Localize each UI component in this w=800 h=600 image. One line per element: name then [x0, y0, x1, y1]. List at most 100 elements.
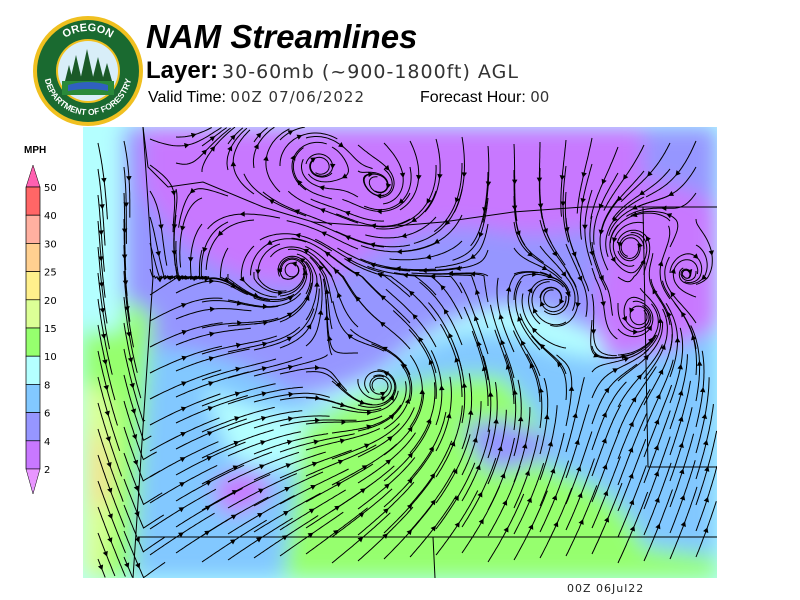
streamline-arrowhead	[699, 387, 706, 393]
streamline-arrowhead	[370, 223, 377, 229]
streamline-arrowhead	[204, 530, 211, 536]
layer-value: 30-60mb (~900-1800ft) AGL	[222, 61, 519, 83]
streamline-arrowhead	[557, 361, 563, 368]
oregon-department-of-forestry-logo: OREGON DEPARTMENT OF FORESTRY	[33, 16, 143, 126]
streamline-arrowhead	[655, 393, 661, 400]
streamline-arrowhead	[380, 294, 387, 301]
streamline-arrowhead	[691, 334, 697, 341]
streamline-arrowhead	[102, 359, 108, 365]
streamline-arrowhead	[674, 337, 681, 343]
streamline-arrowhead	[677, 363, 683, 370]
streamline-arrowhead	[679, 468, 685, 475]
streamline-arrowhead	[538, 387, 544, 393]
streamline-arrowhead	[180, 431, 187, 437]
legend-tick-label: 25	[44, 268, 57, 279]
streamline-arrowhead	[181, 329, 188, 336]
streamline-arrowhead	[310, 157, 316, 163]
streamline-arrowhead	[437, 173, 443, 180]
streamline-arrowhead	[559, 298, 565, 305]
streamline-arrowhead	[430, 525, 436, 532]
streamline-arrowhead	[472, 437, 478, 443]
streamline-arrowhead	[497, 445, 503, 452]
streamline-arrowhead	[502, 499, 508, 506]
streamline-arrowhead	[262, 303, 269, 310]
streamline-arrowhead	[104, 410, 110, 417]
streamline-arrowhead	[505, 286, 512, 292]
streamline-arrowhead	[347, 334, 354, 340]
streamline-arrowhead	[208, 381, 214, 387]
streamline-arrowhead	[528, 524, 534, 530]
streamline-arrowhead	[670, 268, 676, 274]
streamline-arrowhead	[452, 468, 458, 475]
streamline-arrowhead	[604, 516, 610, 523]
streamline-arrowhead	[580, 197, 586, 204]
streamline-arrowhead	[425, 254, 432, 260]
streamline-arrowhead	[526, 497, 532, 503]
streamline-arrowhead	[176, 276, 183, 282]
streamline-arrowhead	[547, 441, 554, 447]
wind-speed-region	[83, 127, 123, 332]
legend-swatch	[25, 271, 41, 301]
streamline-arrowhead	[396, 248, 402, 255]
streamline-arrowhead	[631, 396, 637, 403]
page-title: NAM Streamlines	[146, 18, 418, 55]
streamline-arrowhead	[379, 321, 386, 328]
streamline-arrowhead	[541, 265, 548, 270]
streamline-arrowhead	[253, 143, 259, 150]
streamline-arrowhead	[553, 521, 559, 528]
streamline-arrowhead	[678, 390, 684, 396]
streamline-arrowhead	[565, 291, 571, 297]
streamline-arrowhead	[679, 494, 686, 501]
streamline-arrowhead	[319, 185, 325, 191]
legend-swatch	[25, 243, 41, 272]
streamline-arrowhead	[285, 463, 292, 469]
streamline-arrowhead	[155, 251, 161, 257]
streamline-arrowhead	[334, 505, 340, 511]
streamline-arrowhead	[158, 224, 164, 230]
streamline-arrowhead	[307, 532, 314, 538]
streamline-arrowhead	[529, 362, 535, 369]
streamline-arrowhead	[181, 381, 187, 387]
streamline-arrowhead	[341, 173, 348, 179]
legend-swatch	[25, 412, 41, 442]
streamline-arrowhead	[107, 487, 113, 494]
streamline-arrowhead	[387, 436, 393, 442]
streamline-arrowhead	[181, 355, 188, 361]
legend-tick-label: 50	[44, 183, 57, 194]
streamline-arrowhead	[515, 230, 521, 237]
streamline-arrowhead	[647, 170, 653, 177]
streamline-arrowhead	[132, 459, 139, 466]
streamline-arrowhead	[576, 466, 582, 472]
streamline-arrowhead	[232, 465, 239, 471]
streamline-arrowhead	[666, 213, 673, 219]
streamline-arrowhead	[398, 198, 405, 204]
streamline-arrowhead	[646, 325, 652, 331]
streamline-arrowhead	[382, 533, 388, 539]
streamline-arrowhead	[106, 461, 112, 468]
streamline-arrowhead	[412, 314, 418, 320]
streamline-arrowhead	[286, 312, 293, 318]
streamline-arrowhead	[670, 291, 676, 298]
streamline-arrowhead	[181, 302, 187, 309]
streamline-arrowhead	[478, 231, 484, 238]
streamline-arrowhead	[261, 341, 268, 347]
streamline-arrowhead	[469, 271, 476, 277]
streamline-arrowhead	[234, 391, 241, 397]
streamline-arrowhead	[205, 481, 212, 486]
legend-swatch	[25, 384, 41, 413]
streamline-arrowhead	[123, 202, 129, 208]
streamline-arrowhead	[253, 292, 259, 298]
streamline-arrowhead	[306, 323, 312, 330]
streamline-arrowhead	[500, 472, 506, 479]
streamline-arrowhead	[202, 246, 208, 253]
streamline-arrowhead	[621, 316, 627, 322]
streamline-arrowhead	[559, 175, 566, 181]
streamline-arrowhead	[379, 391, 386, 397]
streamline-arrowhead	[628, 473, 634, 479]
streamline-arrowhead	[527, 287, 533, 294]
streamline-arrowhead	[653, 444, 659, 451]
streamline-arrowhead	[235, 342, 242, 349]
streamline-arrowhead	[256, 132, 262, 139]
streamline-arrowhead	[482, 206, 488, 213]
legend-swatch	[25, 299, 41, 329]
